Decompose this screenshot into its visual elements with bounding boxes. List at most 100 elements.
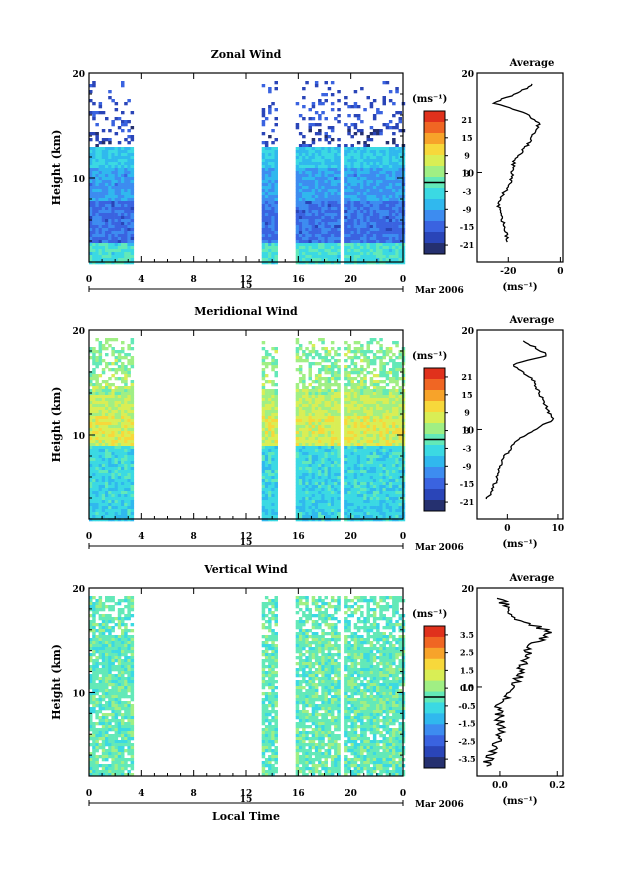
- heatmap-cell: [295, 383, 300, 387]
- heatmap-cell: [327, 368, 332, 372]
- heatmap-cell: [327, 419, 332, 423]
- heatmap-cell: [347, 195, 351, 199]
- heatmap-cell: [334, 162, 338, 166]
- heatmap-cell: [334, 389, 338, 393]
- heatmap-cell: [117, 237, 122, 241]
- heatmap-cell: [298, 114, 303, 118]
- heatmap-cell: [121, 150, 125, 154]
- heatmap-cell: [264, 437, 269, 441]
- heatmap-cell: [111, 150, 115, 154]
- heatmap-cell: [334, 476, 338, 480]
- heatmap-cell: [334, 467, 338, 471]
- heatmap-cell: [318, 246, 322, 250]
- heatmap-cell: [350, 437, 354, 441]
- heatmap-cell: [268, 249, 272, 253]
- heatmap-cell: [395, 159, 399, 163]
- x-tick-label: 4: [138, 275, 144, 285]
- heatmap-cell: [117, 147, 122, 151]
- heatmap-cell: [311, 464, 316, 468]
- heatmap-cell: [108, 258, 112, 262]
- heatmap-cell: [95, 413, 99, 417]
- heatmap-cell: [121, 485, 125, 489]
- heatmap-cell: [108, 452, 112, 456]
- heatmap-cell: [314, 464, 319, 468]
- heatmap-cell: [261, 356, 266, 360]
- heatmap-cell: [92, 422, 96, 426]
- heatmap-cell: [382, 171, 386, 175]
- heatmap-cell: [127, 479, 131, 483]
- heatmap-cell: [344, 473, 348, 477]
- heatmap-cell: [261, 371, 266, 375]
- heatmap-cell: [363, 485, 367, 489]
- heatmap-cell: [392, 449, 396, 453]
- heatmap-cell: [89, 228, 93, 232]
- heatmap-cell: [344, 404, 348, 408]
- heatmap-cell: [274, 153, 278, 157]
- heatmap-cell: [268, 111, 272, 115]
- heatmap-cell: [127, 362, 131, 366]
- heatmap-cell: [264, 210, 269, 214]
- heatmap-cell: [114, 108, 119, 112]
- heatmap-cell: [295, 195, 300, 199]
- heatmap-cell: [382, 195, 386, 199]
- heatmap-cell: [127, 497, 131, 501]
- heatmap-cell: [398, 171, 402, 175]
- heatmap-cell: [314, 515, 319, 519]
- heatmap-cell: [369, 422, 374, 426]
- heatmap-cell: [318, 159, 322, 163]
- heatmap-cell: [392, 389, 396, 393]
- heatmap-cell: [114, 213, 119, 217]
- heatmap-cell: [321, 491, 325, 495]
- heatmap-cell: [271, 416, 275, 420]
- heatmap-cell: [124, 434, 128, 438]
- heatmap-cell: [337, 189, 341, 193]
- heatmap-cell: [330, 437, 335, 441]
- heatmap-cell: [271, 449, 275, 453]
- heatmap-cell: [298, 365, 303, 369]
- heatmap-cell: [318, 204, 322, 208]
- heatmap-cell: [314, 350, 319, 354]
- heatmap-cell: [327, 249, 332, 253]
- heatmap-cell: [327, 207, 332, 211]
- heatmap-cell: [308, 401, 312, 405]
- heatmap-cell: [382, 506, 386, 510]
- heatmap-cell: [363, 428, 367, 432]
- heatmap-cell: [382, 488, 386, 492]
- heatmap-cell: [311, 428, 316, 432]
- heatmap-cell: [108, 189, 112, 193]
- heatmap-cell: [108, 470, 112, 474]
- heatmap-cell: [274, 371, 278, 375]
- heatmap-cell: [330, 234, 335, 238]
- heatmap-cell: [121, 488, 125, 492]
- heatmap-cell: [321, 410, 325, 414]
- heatmap-cell: [388, 437, 393, 441]
- heatmap-cell: [388, 464, 393, 468]
- heatmap-cell: [392, 359, 396, 363]
- heatmap-cell: [321, 482, 325, 486]
- heatmap-cell: [117, 410, 122, 414]
- heatmap-cell: [130, 482, 135, 486]
- heatmap-cell: [318, 353, 322, 357]
- heatmap-cell: [337, 204, 341, 208]
- heatmap-cell: [321, 347, 325, 351]
- heatmap-cell: [305, 485, 309, 489]
- heatmap-cell: [379, 150, 383, 154]
- heatmap-cell: [101, 515, 106, 519]
- heatmap-cell: [376, 219, 380, 223]
- heatmap-cell: [372, 207, 377, 211]
- heatmap-cell: [308, 446, 312, 450]
- heatmap-cell: [353, 362, 358, 366]
- heatmap-cell: [360, 210, 364, 214]
- heatmap-cell: [347, 482, 351, 486]
- heatmap-cell: [117, 506, 122, 510]
- heatmap-cell: [89, 395, 93, 399]
- heatmap-cell: [105, 494, 109, 498]
- heatmap-cell: [385, 201, 390, 205]
- heatmap-cell: [318, 225, 322, 229]
- heatmap-cell: [114, 210, 119, 214]
- heatmap-cell: [334, 359, 338, 363]
- colorbar-segment: [424, 215, 445, 222]
- heatmap-cell: [388, 356, 393, 360]
- heatmap-cell: [334, 437, 338, 441]
- heatmap-cell: [356, 171, 361, 175]
